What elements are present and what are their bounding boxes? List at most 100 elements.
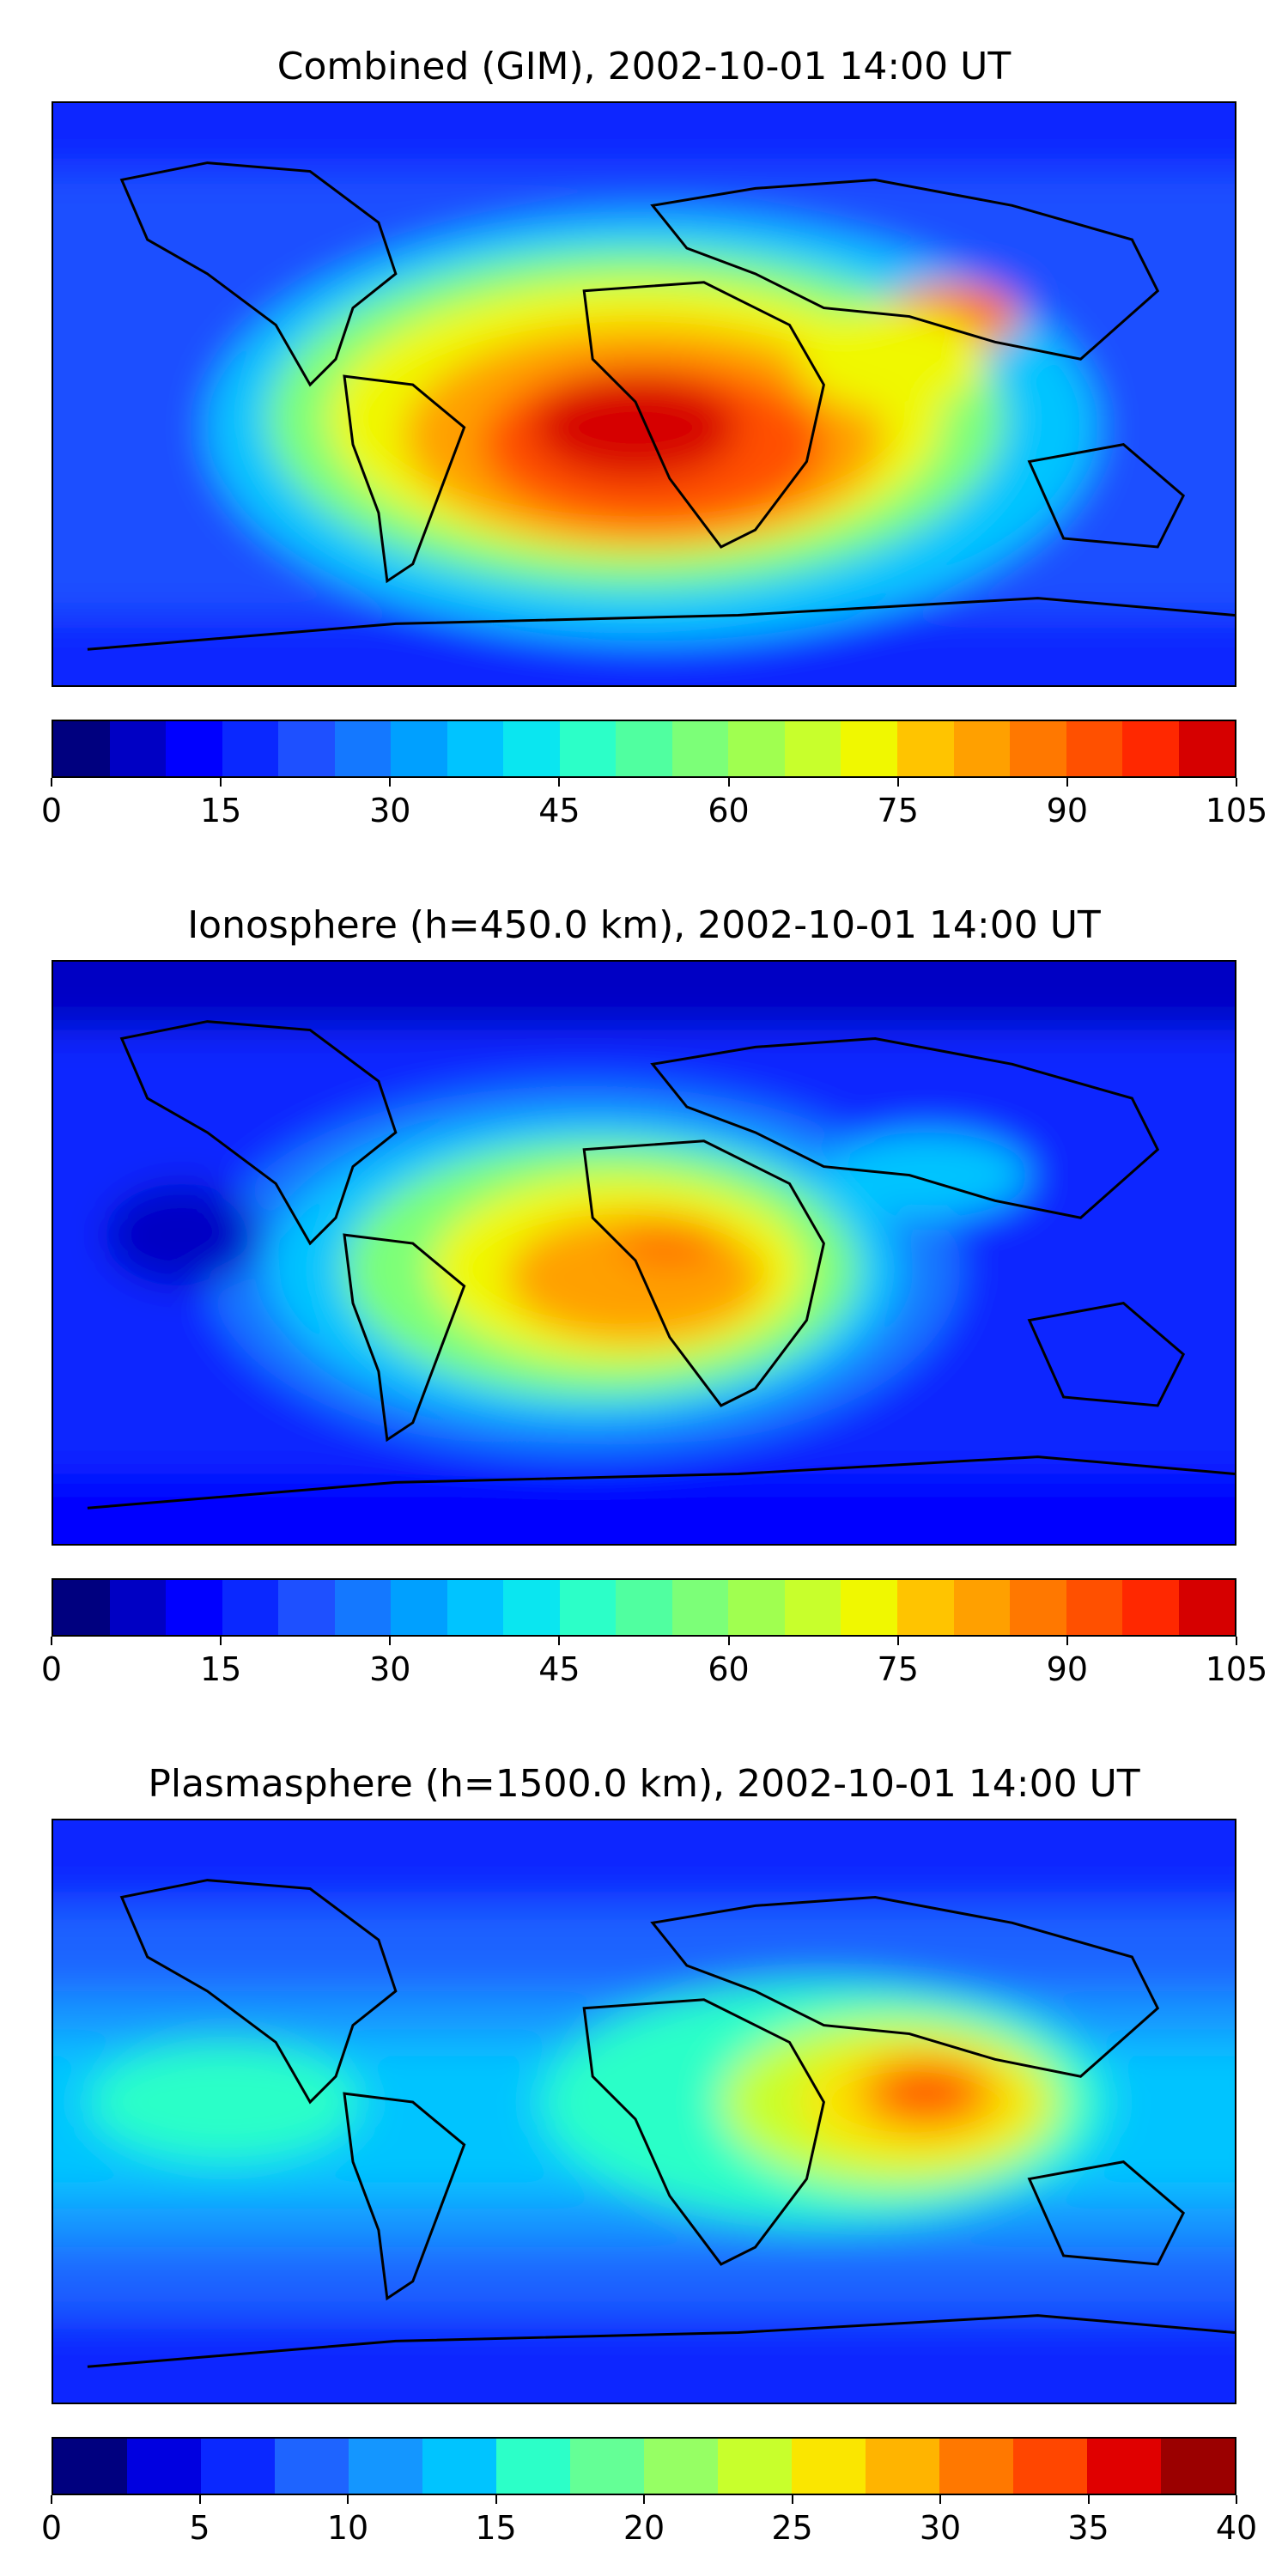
colorbar-tick-label: 30: [369, 1650, 411, 1688]
colorbar-segment: [222, 1580, 279, 1635]
colorbar-segment: [784, 721, 841, 776]
colorbar-tick-label: 40: [1215, 2509, 1258, 2547]
colorbar-segment: [109, 1580, 167, 1635]
colorbar-segment: [53, 2439, 127, 2494]
colorbar-segment: [616, 1580, 672, 1635]
colorbar-tick: [389, 1637, 392, 1645]
colorbar-segment: [503, 1580, 560, 1635]
colorbar-segment: [127, 2439, 201, 2494]
colorbar-tick: [558, 778, 561, 787]
colorbar-ionosphere: [52, 1578, 1236, 1637]
colorbar-segment: [166, 721, 222, 776]
colorbar-segment: [53, 721, 110, 776]
colorbar-tick: [220, 778, 222, 787]
colorbar-tick: [896, 778, 899, 787]
colorbar-segment: [866, 2439, 939, 2494]
colorbar-segment: [896, 721, 954, 776]
colorbar-tick-label: 10: [326, 2509, 369, 2547]
colorbar-tick: [727, 778, 730, 787]
colorbar-segment: [1066, 1580, 1123, 1635]
colorbar-segment: [841, 721, 897, 776]
colorbar-tick: [1087, 2495, 1090, 2504]
colorbar-tick: [896, 1637, 899, 1645]
colorbar-segment: [496, 2439, 570, 2494]
colorbar-tick: [1066, 778, 1068, 787]
colorbar-tick-label: 60: [708, 792, 750, 829]
colorbar-tick: [1066, 1637, 1068, 1645]
colorbar-segment: [1010, 721, 1066, 776]
colorbar-segment: [349, 2439, 422, 2494]
colorbar-tick-label: 0: [40, 1650, 63, 1688]
colorbar-tick-label: 90: [1046, 1650, 1089, 1688]
colorbar-tick-label: 60: [708, 1650, 750, 1688]
colorbar-tick: [220, 1637, 222, 1645]
tec-field-plasmasphere: [53, 1820, 1235, 2403]
colorbar-segment: [391, 721, 447, 776]
colorbar-segment: [275, 2439, 349, 2494]
colorbar-segment: [671, 1580, 729, 1635]
colorbar-segment: [447, 1580, 504, 1635]
colorbar-ticks-combined: 0 15 30 45 60 75 90 105: [41, 778, 1267, 829]
colorbar-combined: [52, 720, 1236, 778]
colorbar-tick: [495, 2495, 497, 2504]
colorbar-segment: [953, 1580, 1011, 1635]
panel-title-ionosphere: Ionosphere (h=450.0 km), 2002-10-01 14:0…: [187, 903, 1101, 947]
colorbar-ticks-ionosphere: 0 15 30 45 60 75 90 105: [41, 1637, 1267, 1688]
colorbar-tick-label: 0: [40, 2509, 63, 2547]
colorbar-segment: [166, 1580, 222, 1635]
colorbar-segment: [278, 1580, 335, 1635]
colorbar-tick-label: 45: [538, 792, 580, 829]
colorbar-segment: [222, 721, 279, 776]
colorbar-tick: [558, 1637, 561, 1645]
colorbar-tick-label: 5: [189, 2509, 210, 2547]
colorbar-segment: [334, 721, 392, 776]
colorbar-tick-label: 35: [1067, 2509, 1109, 2547]
colorbar-tick-label: 30: [369, 792, 411, 829]
colorbar-segment: [109, 721, 167, 776]
coastlines-plasmasphere: [87, 1879, 1235, 2368]
panel-title-combined: Combined (GIM), 2002-10-01 14:00 UT: [276, 45, 1012, 88]
colorbar-segment: [953, 721, 1011, 776]
colorbar-tick-label: 25: [771, 2509, 813, 2547]
colorbar-tick: [389, 778, 392, 787]
colorbar-tick-label: 0: [40, 792, 63, 829]
colorbar-tick: [347, 2495, 349, 2504]
colorbar-tick-label: 15: [475, 2509, 517, 2547]
coastlines-combined: [87, 161, 1235, 651]
colorbar-tick: [1236, 778, 1237, 787]
colorbar-tick: [1236, 2495, 1237, 2504]
colorbar-tick-label: 15: [199, 1650, 242, 1688]
colorbar-segment: [616, 721, 672, 776]
colorbar-tick: [51, 778, 52, 787]
colorbar-tick: [51, 1637, 52, 1645]
colorbar-segment: [671, 721, 729, 776]
colorbar-segment: [896, 1580, 954, 1635]
map-ionosphere: [52, 960, 1236, 1546]
map-combined: [52, 101, 1236, 687]
colorbar-segment: [784, 1580, 841, 1635]
colorbar-tick-label: 90: [1046, 792, 1089, 829]
colorbar-segment: [422, 2439, 496, 2494]
colorbar-segment: [570, 2439, 644, 2494]
colorbar-segment: [559, 721, 617, 776]
panel-title-plasmasphere: Plasmasphere (h=1500.0 km), 2002-10-01 1…: [148, 1762, 1140, 1806]
colorbar-segment: [1122, 721, 1179, 776]
colorbar-tick: [198, 2495, 201, 2504]
colorbar-tick: [939, 2495, 941, 2504]
colorbar-tick: [1236, 1637, 1237, 1645]
colorbar-tick: [51, 2495, 52, 2504]
colorbar-segment: [728, 1580, 785, 1635]
colorbar-segment: [1010, 1580, 1066, 1635]
colorbar-segment: [503, 721, 560, 776]
colorbar-segment: [841, 1580, 897, 1635]
colorbar-segment: [1178, 721, 1236, 776]
colorbar-segment: [1122, 1580, 1179, 1635]
colorbar-segment: [201, 2439, 275, 2494]
colorbar-segment: [391, 1580, 447, 1635]
tec-field-ionosphere: [53, 962, 1235, 1544]
colorbar-ticks-plasmasphere: 0 5 10 15 20 25 30 35 40: [41, 2495, 1257, 2547]
colorbar-tick-label: 105: [1205, 1650, 1268, 1688]
colorbar-segment: [447, 721, 504, 776]
colorbar-tick: [791, 2495, 793, 2504]
colorbar-segment: [1066, 721, 1123, 776]
